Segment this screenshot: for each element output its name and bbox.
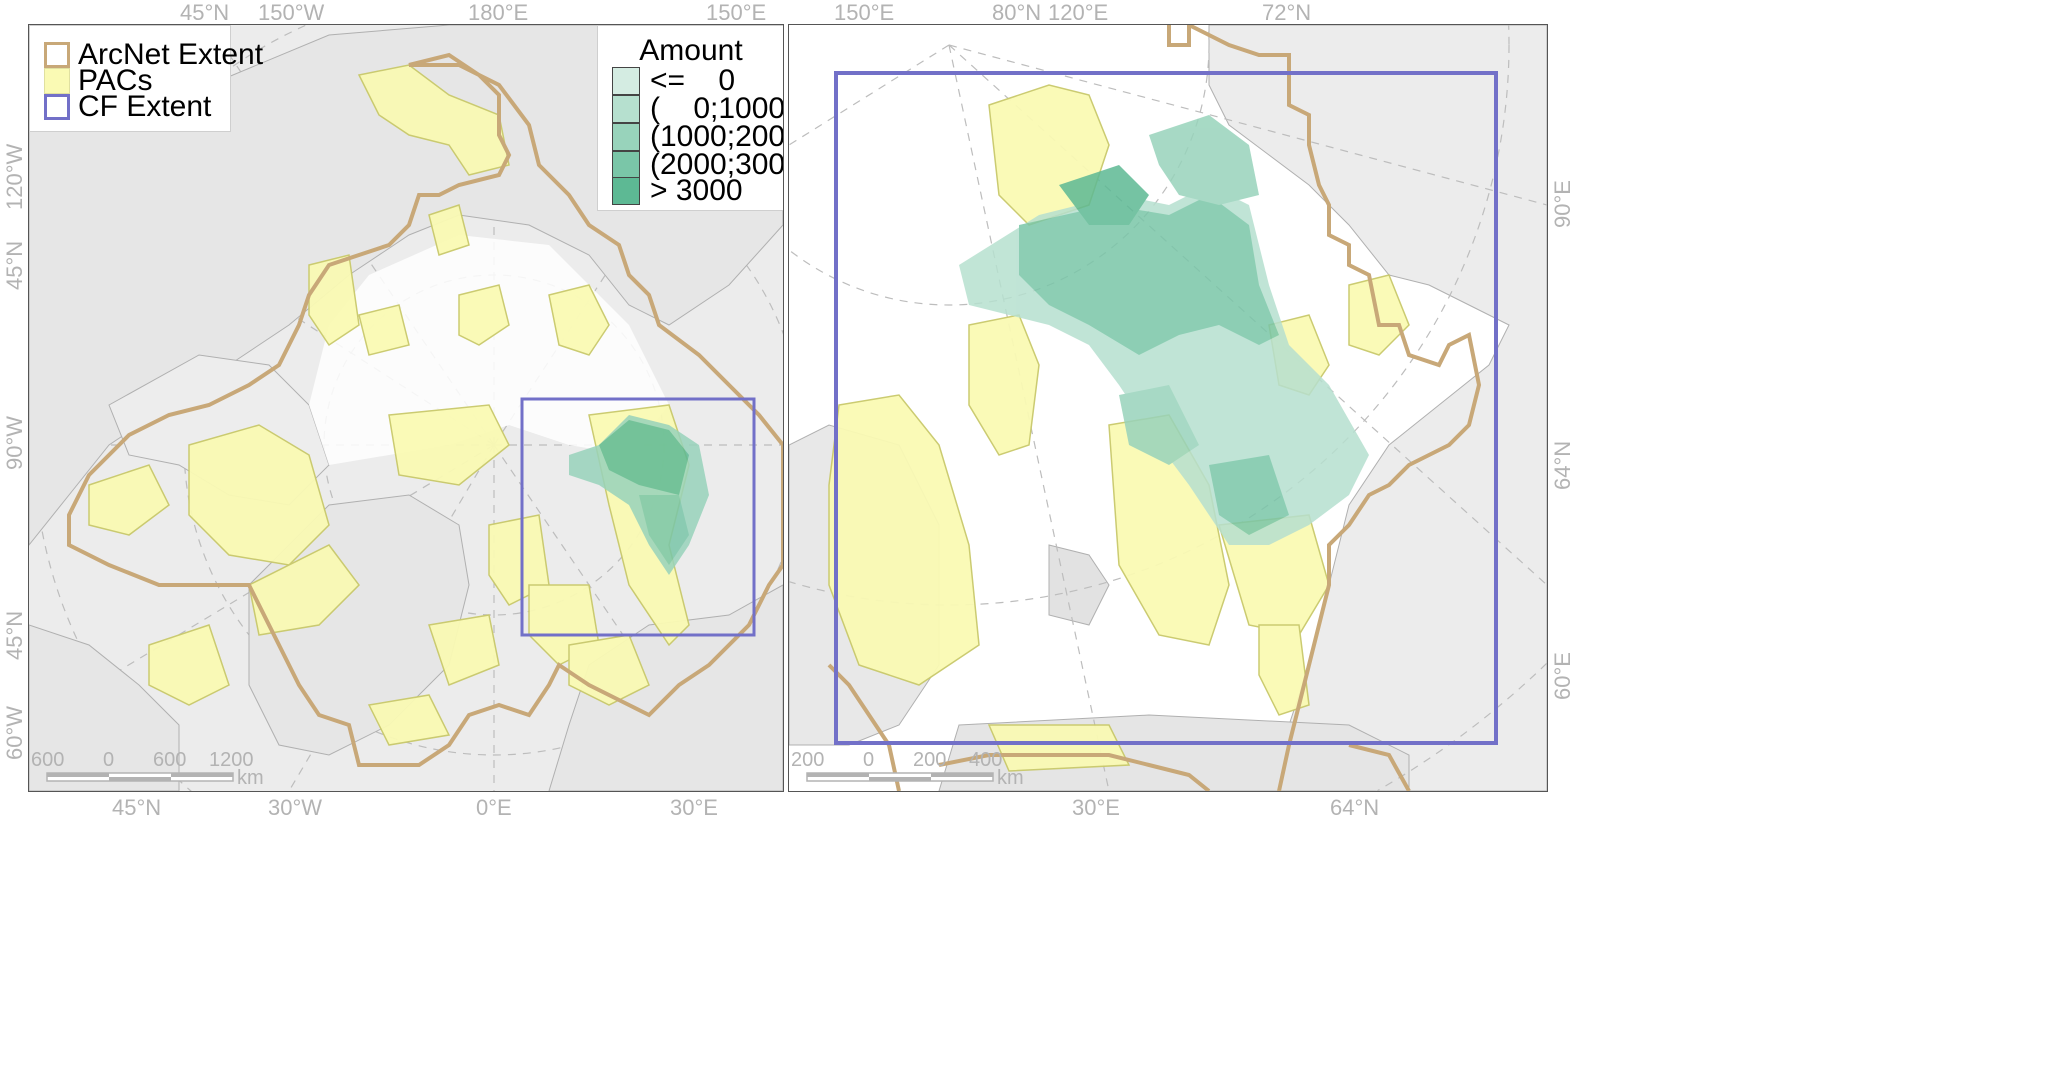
left-map-canvas — [29, 25, 783, 791]
left-cf-extent — [520, 397, 756, 637]
left-scale-label-3: 1200 — [209, 749, 254, 771]
amount-label-0: <= 0 — [650, 64, 736, 97]
right-cf-extent — [834, 71, 1498, 745]
left-bottom-tick-3: 30°E — [670, 795, 718, 820]
amount-row-4: > 3000 — [612, 176, 743, 206]
pacs-swatch — [44, 68, 70, 94]
amount-swatch-3 — [612, 151, 640, 179]
amount-label-2: (1000;2000] — [650, 120, 784, 153]
right-top-tick-3: 72°N — [1262, 0, 1312, 25]
right-side-tick-1: 64°N — [1550, 440, 1575, 490]
right-scale-label-2: 200 — [913, 749, 947, 771]
left-scale-label-0: 600 — [31, 749, 65, 771]
right-scale-bar — [806, 772, 994, 782]
amount-row-1: ( 0;1000] — [612, 92, 784, 125]
amount-row-0: <= 0 — [612, 66, 735, 96]
amount-label-3: (2000;3000] — [650, 148, 784, 181]
legend-arcnet-label: ArcNet Extent — [78, 38, 264, 71]
legend-pacs-label: PACs — [78, 64, 153, 97]
left-top-tick-3: 150°E — [706, 0, 767, 25]
legend-pacs-row: PACs — [44, 66, 152, 96]
left-side-tick-1: 45°N — [2, 240, 27, 290]
amount-legend: Amount <= 0 ( 0;1000] (1000;2000] (2000;… — [597, 25, 784, 211]
left-scale-label-1: 0 — [103, 749, 115, 771]
left-pacs — [88, 64, 690, 746]
left-side-tick-2: 90°W — [2, 415, 27, 470]
amount-swatch-4 — [612, 177, 640, 205]
cf-swatch — [44, 94, 70, 120]
left-bottom-tick-0: 45°N — [112, 795, 162, 820]
right-bottom-tick-1: 64°N — [1330, 795, 1380, 820]
amount-swatch-2 — [612, 123, 640, 151]
left-amount-grid — [569, 415, 709, 575]
arcnet-swatch — [44, 42, 70, 68]
left-side-tick-4: 60°W — [2, 705, 27, 760]
amount-legend-title: Amount — [639, 34, 743, 67]
right-bottom-tick-0: 30°E — [1072, 795, 1120, 820]
left-top-tick-1: 150°W — [258, 0, 325, 25]
left-scale-label-2: 600 — [153, 749, 187, 771]
right-scale-label-3: 400 — [969, 749, 1003, 771]
right-scale-label-1: 0 — [863, 749, 875, 771]
amount-swatch-0 — [612, 67, 640, 95]
left-top-tick-2: 180°E — [468, 0, 529, 25]
legend-arcnet-row: ArcNet Extent — [44, 40, 263, 70]
left-scale-unit: km — [237, 767, 264, 789]
layers-legend: ArcNet Extent PACs CF Extent — [29, 25, 263, 132]
amount-label-1: ( 0;1000] — [650, 92, 784, 125]
legend-cf-row: CF Extent — [44, 92, 211, 122]
amount-swatch-1 — [612, 95, 640, 123]
right-arcnet-extent — [827, 25, 1482, 791]
right-top-tick-1: 80°N — [992, 0, 1042, 25]
right-amount-grid — [959, 115, 1369, 545]
legend-cf-label: CF Extent — [78, 90, 212, 123]
left-bottom-tick-2: 0°E — [476, 795, 512, 820]
left-side-tick-3: 45°N — [2, 610, 27, 660]
right-map-panel: 200 0 200 400 km — [788, 24, 1548, 792]
right-top-tick-2: 120°E — [1048, 0, 1109, 25]
amount-row-3: (2000;3000] — [612, 148, 784, 181]
left-scale-bar — [46, 772, 234, 782]
right-scale-unit: km — [997, 767, 1024, 789]
amount-row-2: (1000;2000] — [612, 120, 784, 153]
right-top-tick-0: 150°E — [834, 0, 895, 25]
left-side-tick-0: 120°W — [2, 143, 27, 210]
left-bottom-tick-1: 30°W — [268, 795, 323, 820]
right-side-tick-0: 90°E — [1550, 180, 1575, 228]
left-top-tick-0: 45°N — [180, 0, 230, 25]
right-scale-label-0: 200 — [791, 749, 825, 771]
amount-label-4: > 3000 — [650, 174, 743, 207]
right-map-canvas — [789, 25, 1547, 791]
right-side-tick-2: 60°E — [1550, 652, 1575, 700]
left-map-panel: 600 0 600 1200 km ArcNet Extent PACs CF … — [28, 24, 784, 792]
left-arcnet-extent — [67, 52, 783, 767]
